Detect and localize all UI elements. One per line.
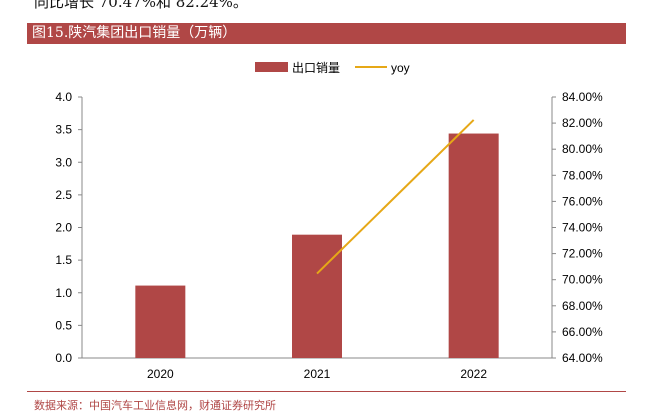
y-right-tick-label: 66.00% (562, 325, 603, 339)
y-right-tick-label: 84.00% (562, 90, 603, 104)
yoy-line (316, 119, 475, 275)
y-right-tick-label: 78.00% (562, 168, 603, 182)
x-tick-label: 2021 (304, 367, 331, 381)
bar (292, 234, 342, 358)
lines (316, 119, 475, 275)
y-left-tick-label: 3.0 (55, 155, 72, 169)
footer-divider (27, 391, 626, 392)
y-left-tick-label: 0.5 (55, 318, 72, 332)
y-right-tick-label: 68.00% (562, 299, 603, 313)
y-left-tick-label: 2.0 (55, 221, 72, 235)
bar (448, 133, 499, 358)
y-right-tick-label: 82.00% (562, 116, 603, 130)
x-tick-label: 2022 (460, 367, 487, 381)
x-tick-label: 2020 (147, 367, 174, 381)
legend-label-line: yoy (391, 61, 410, 75)
y-right-tick-label: 76.00% (562, 194, 603, 208)
legend-label-bar: 出口销量 (292, 61, 340, 75)
y-left-tick-label: 3.5 (55, 123, 72, 137)
y-left-tick-label: 4.0 (55, 90, 72, 104)
y-right-tick-label: 70.00% (562, 273, 603, 287)
y-left-tick-label: 2.5 (55, 188, 72, 202)
y-left-tick-label: 0.0 (55, 351, 72, 365)
intro-text: 同比增长 70.47%和 82.24%。 (34, 0, 248, 11)
bar (135, 285, 186, 358)
source-note: 数据来源：中国汽车工业信息网，财通证券研究所 (34, 399, 276, 412)
bars (135, 133, 499, 358)
y-right-tick-label: 80.00% (562, 142, 603, 156)
chart: 出口销量 yoy 0.0 0.5 1.0 1.5 2.0 2.5 3.0 3.5 4.0 64.00… (55, 61, 603, 381)
tick-labels: 0.0 0.5 1.0 1.5 2.0 2.5 3.0 3.5 4.0 64.00% 66.00% 6… (55, 90, 603, 381)
y-right-tick-label: 74.00% (562, 221, 603, 235)
y-left-tick-label: 1.0 (55, 286, 72, 300)
legend: 出口销量 yoy (255, 61, 410, 75)
legend-swatch-bar (255, 62, 288, 72)
figure-title: 图15.陕汽集团出口销量（万辆） (32, 25, 237, 41)
y-right-tick-label: 72.00% (562, 247, 603, 261)
figure-title-bar: 图15.陕汽集团出口销量（万辆） (27, 23, 626, 44)
y-left-tick-label: 1.5 (55, 253, 72, 267)
y-right-tick-label: 64.00% (562, 351, 603, 365)
